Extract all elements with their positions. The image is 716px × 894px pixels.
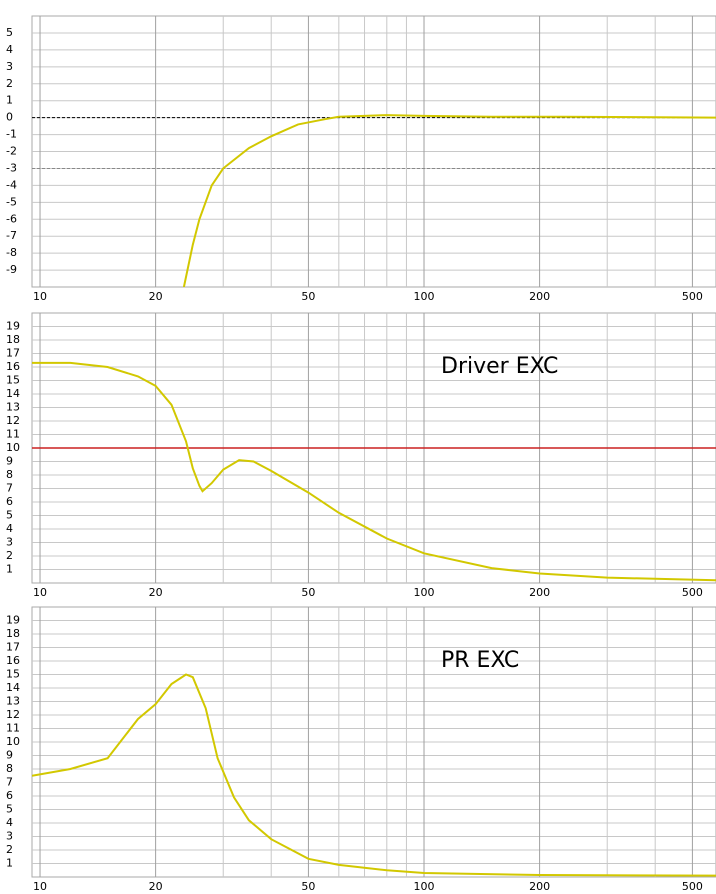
y-tick-label: 1 <box>6 563 13 576</box>
x-tick-label: 500 <box>682 586 703 599</box>
y-tick-label: 19 <box>6 614 20 627</box>
x-tick-label: 100 <box>414 880 435 893</box>
y-tick-label: 13 <box>6 401 20 414</box>
y-tick-label: 2 <box>6 77 13 90</box>
y-tick-label: 17 <box>6 641 20 654</box>
y-tick-label: 9 <box>6 749 13 762</box>
y-tick-label: 4 <box>6 43 13 56</box>
x-tick-label: 100 <box>414 586 435 599</box>
y-tick-label: -9 <box>6 263 17 276</box>
y-tick-label: 11 <box>6 722 20 735</box>
y-tick-label: 5 <box>6 26 13 39</box>
y-tick-label: -8 <box>6 246 17 259</box>
x-tick-label: 20 <box>149 290 163 303</box>
y-tick-label: 7 <box>6 776 13 789</box>
y-tick-label: -3 <box>6 161 17 174</box>
y-tick-label: 12 <box>6 708 20 721</box>
line-series <box>32 673 716 877</box>
y-tick-label: 15 <box>6 374 20 387</box>
x-tick-label: 200 <box>529 290 550 303</box>
y-tick-label: 8 <box>6 762 13 775</box>
y-tick-label: 0 <box>6 111 13 124</box>
y-tick-label: 9 <box>6 455 13 468</box>
y-tick-label: 5 <box>6 509 13 522</box>
y-tick-label: 6 <box>6 789 13 802</box>
x-tick-label: 10 <box>33 880 47 893</box>
y-tick-label: 10 <box>6 441 20 454</box>
y-tick-label: 14 <box>6 387 20 400</box>
annotation: Driver EXC <box>441 354 558 379</box>
x-tick-label: 50 <box>301 586 315 599</box>
y-tick-label: 6 <box>6 495 13 508</box>
y-tick-label: 10 <box>6 735 20 748</box>
y-tick-label: 8 <box>6 468 13 481</box>
y-tick-label: 3 <box>6 536 13 549</box>
y-tick-label: 15 <box>6 668 20 681</box>
y-tick-label: 13 <box>6 695 20 708</box>
y-tick-label: 16 <box>6 654 20 667</box>
x-tick-label: 100 <box>414 290 435 303</box>
y-tick-label: 11 <box>6 428 20 441</box>
y-tick-label: -6 <box>6 212 17 225</box>
y-tick-label: 14 <box>6 681 20 694</box>
x-tick-label: 200 <box>529 880 550 893</box>
y-tick-label: -5 <box>6 195 17 208</box>
x-tick-label: 20 <box>149 586 163 599</box>
y-tick-label: 5 <box>6 803 13 816</box>
y-tick-label: -4 <box>6 178 17 191</box>
x-tick-label: 20 <box>149 880 163 893</box>
x-tick-label: 500 <box>682 290 703 303</box>
y-tick-label: -2 <box>6 145 17 158</box>
y-tick-label: 18 <box>6 627 20 640</box>
line-series <box>32 361 716 582</box>
y-tick-label: 18 <box>6 333 20 346</box>
y-tick-label: -1 <box>6 128 17 141</box>
y-tick-label: 7 <box>6 482 13 495</box>
y-tick-label: 16 <box>6 360 20 373</box>
x-tick-label: 10 <box>33 586 47 599</box>
y-tick-label: 2 <box>6 549 13 562</box>
y-tick-label: 2 <box>6 843 13 856</box>
y-tick-label: 4 <box>6 522 13 535</box>
y-tick-label: 1 <box>6 94 13 107</box>
y-tick-label: 17 <box>6 347 20 360</box>
y-tick-label: 19 <box>6 320 20 333</box>
y-tick-label: -7 <box>6 229 17 242</box>
line-series <box>182 114 716 287</box>
y-tick-label: 1 <box>6 857 13 870</box>
y-tick-label: 3 <box>6 830 13 843</box>
x-tick-label: 10 <box>33 290 47 303</box>
x-tick-label: 50 <box>301 880 315 893</box>
y-tick-label: 4 <box>6 816 13 829</box>
x-tick-label: 50 <box>301 290 315 303</box>
x-tick-label: 500 <box>682 880 703 893</box>
annotation: PR EXC <box>441 648 519 673</box>
y-tick-label: 12 <box>6 414 20 427</box>
y-tick-label: 3 <box>6 60 13 73</box>
x-tick-label: 200 <box>529 586 550 599</box>
